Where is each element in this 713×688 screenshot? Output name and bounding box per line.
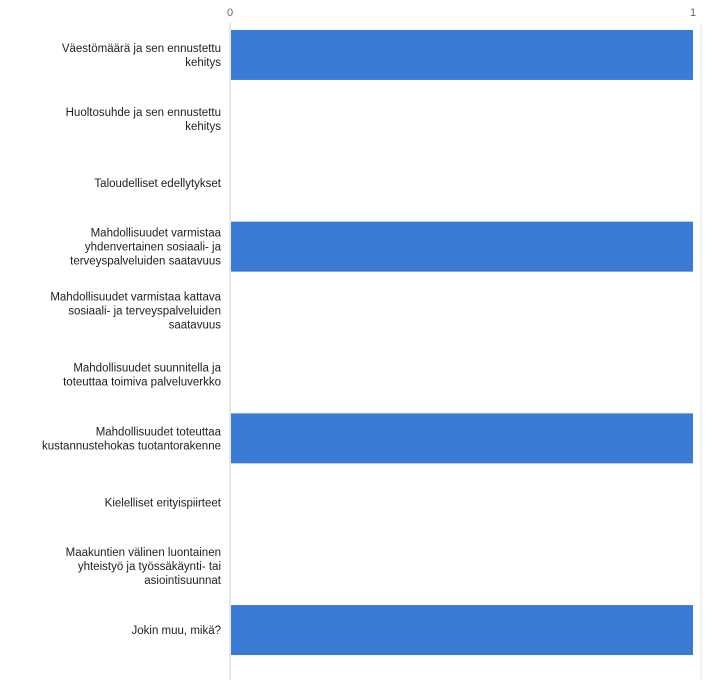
category-label: Väestömäärä ja sen ennustettu kehitys: [62, 43, 221, 69]
x-tick-label: 1: [690, 7, 696, 19]
category-label: Huoltosuhde ja sen ennustettu kehitys: [66, 107, 222, 133]
category-label: Maakuntien välinen luontainen yhteistyö j…: [66, 547, 222, 587]
category-label: Kielelliset erityispiirteet: [105, 497, 222, 509]
bars-layer: [231, 29, 693, 656]
bar: [231, 29, 693, 80]
bar: [231, 221, 693, 272]
category-label: Mahdollisuudet varmistaa kattava sosiaali…: [50, 292, 221, 332]
x-tick-label: 0: [227, 7, 233, 19]
category-labels: Väestömäärä ja sen ennustettu kehitys Huol…: [42, 43, 222, 637]
category-label: Mahdollisuudet toteuttaa kustannustehokas…: [42, 426, 222, 452]
category-label: Mahdollisuudet varmistaa yhdenvertainen s…: [70, 228, 221, 268]
category-label: Jokin muu, mikä?: [132, 625, 221, 637]
category-label: Taloudelliset edellytykset: [94, 178, 221, 190]
category-label: Mahdollisuudet suunnitella ja toteuttaa t…: [63, 362, 221, 388]
bar: [231, 605, 693, 656]
axis-layer: [229, 23, 702, 680]
bar: [231, 413, 693, 464]
